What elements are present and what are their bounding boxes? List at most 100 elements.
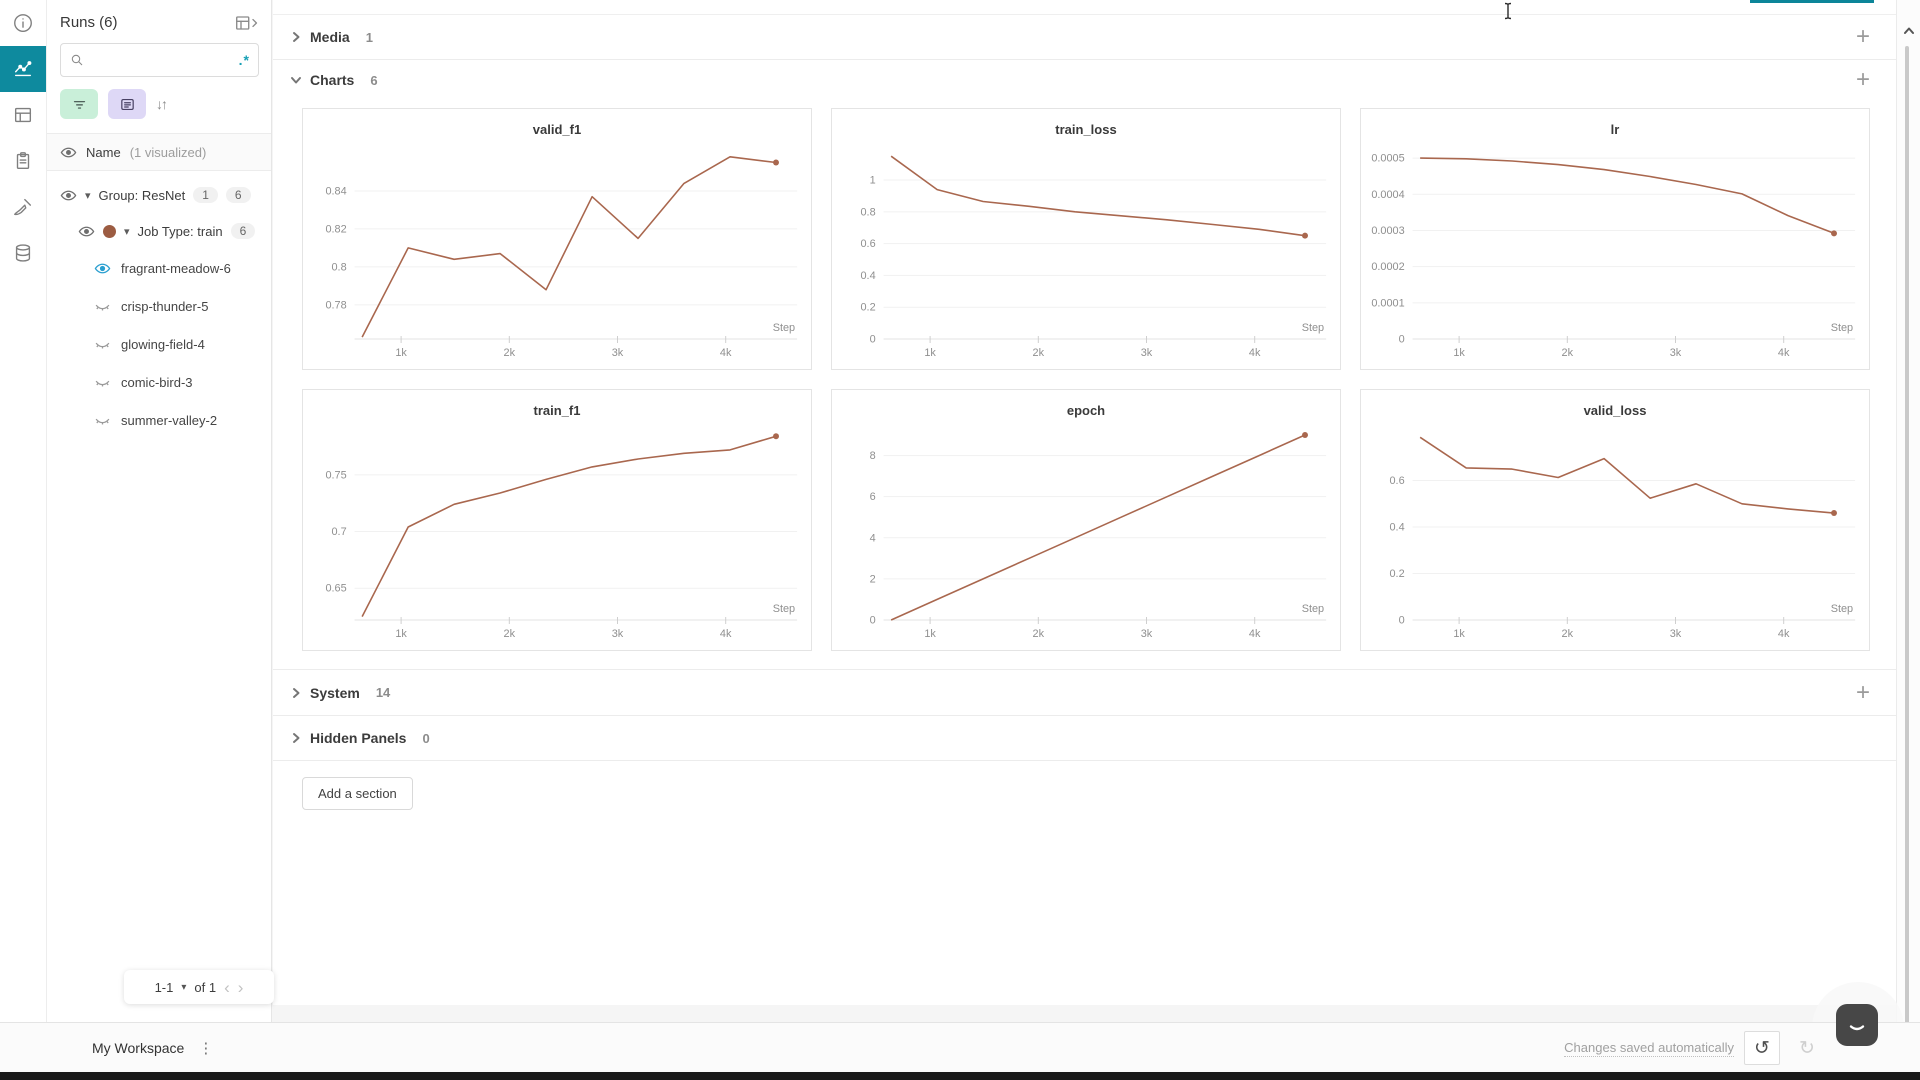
chart-panel[interactable]: valid_f1 0.78 0.8 0.82 0.84 1k 2k 3k 4k Step bbox=[302, 108, 812, 370]
chart-panel[interactable]: valid_loss 0 0.2 0.4 0.6 1k 2k 3k 4k Step bbox=[1360, 389, 1870, 651]
svg-text:1k: 1k bbox=[395, 628, 407, 640]
chart-plot[interactable]: 0 2 4 6 8 1k 2k 3k 4k Step bbox=[832, 426, 1340, 650]
svg-text:2k: 2k bbox=[1562, 347, 1574, 359]
chevron-right-icon[interactable] bbox=[289, 686, 303, 700]
job-type-row[interactable]: ▾ Job Type: train 6 bbox=[46, 213, 271, 249]
info-icon[interactable] bbox=[0, 0, 46, 46]
add-section-button[interactable]: Add a section bbox=[302, 777, 413, 810]
workspace-menu-kebab-icon[interactable]: ⋮ bbox=[198, 1040, 214, 1057]
chart-panel[interactable]: epoch 0 2 4 6 8 1k 2k 3k 4k Step bbox=[831, 389, 1341, 651]
panels-table-icon[interactable] bbox=[0, 92, 46, 138]
scrollbar[interactable] bbox=[1896, 0, 1920, 1072]
run-item[interactable]: glowing-field-4 bbox=[46, 325, 271, 363]
pagination-range[interactable]: 1-1 bbox=[154, 979, 174, 995]
svg-text:4k: 4k bbox=[720, 347, 732, 359]
undo-button[interactable]: ↺ bbox=[1744, 1031, 1780, 1065]
run-hidden-eye-icon[interactable] bbox=[94, 298, 111, 315]
group-button[interactable] bbox=[108, 89, 146, 119]
pagination-prev-icon[interactable]: ‹ bbox=[224, 977, 230, 997]
svg-text:1k: 1k bbox=[395, 347, 407, 359]
sweeps-broom-icon[interactable] bbox=[0, 184, 46, 230]
run-name: glowing-field-4 bbox=[121, 336, 205, 352]
svg-text:0.4: 0.4 bbox=[860, 270, 875, 282]
chat-smile-icon bbox=[1849, 1025, 1865, 1031]
run-hidden-eye-icon[interactable] bbox=[94, 412, 111, 429]
svg-text:0.82: 0.82 bbox=[325, 223, 346, 235]
svg-text:1: 1 bbox=[870, 174, 876, 186]
section-hidden-panels[interactable]: Hidden Panels 0 bbox=[273, 716, 1896, 760]
svg-text:0.0002: 0.0002 bbox=[1371, 261, 1404, 273]
svg-text:0.0001: 0.0001 bbox=[1371, 297, 1404, 309]
run-item[interactable]: summer-valley-2 bbox=[46, 401, 271, 439]
chart-plot[interactable]: 0 0.2 0.4 0.6 1k 2k 3k 4k Step bbox=[1361, 426, 1869, 650]
chevron-right-icon[interactable] bbox=[289, 731, 303, 745]
svg-text:1k: 1k bbox=[924, 628, 936, 640]
chart-plot[interactable]: 0.78 0.8 0.82 0.84 1k 2k 3k 4k Step bbox=[303, 145, 811, 369]
run-hidden-eye-icon[interactable] bbox=[94, 336, 111, 353]
run-item[interactable]: fragrant-meadow-6 bbox=[46, 249, 271, 287]
svg-text:0: 0 bbox=[870, 333, 876, 345]
chart-plot[interactable]: 0.65 0.7 0.75 1k 2k 3k 4k Step bbox=[303, 426, 811, 650]
runs-table-expand-icon[interactable] bbox=[235, 15, 259, 31]
section-system-count: 14 bbox=[375, 685, 391, 700]
pagination-next-icon[interactable]: › bbox=[237, 977, 244, 997]
chart-plot[interactable]: 0 0.2 0.4 0.6 0.8 1 1k 2k 3k 4k Step bbox=[832, 145, 1340, 369]
chat-bubble-button[interactable] bbox=[1836, 1004, 1878, 1046]
svg-text:0.0003: 0.0003 bbox=[1371, 225, 1404, 237]
group-badge-1: 1 bbox=[193, 187, 218, 203]
scroll-up-icon[interactable] bbox=[1902, 24, 1916, 38]
run-name: comic-bird-3 bbox=[121, 374, 193, 390]
add-panel-button[interactable]: + bbox=[1855, 678, 1870, 706]
section-hidden-panels-count: 0 bbox=[422, 730, 430, 746]
section-charts[interactable]: Charts 6 + bbox=[273, 60, 1896, 100]
artifacts-database-icon[interactable] bbox=[0, 230, 46, 276]
chevron-down-icon[interactable] bbox=[289, 73, 303, 87]
section-media[interactable]: Media 1 + bbox=[273, 15, 1896, 59]
chart-panel[interactable]: train_loss 0 0.2 0.4 0.6 0.8 1 1k 2k 3k 4k Step bbox=[831, 108, 1341, 370]
visibility-all-eye-icon[interactable] bbox=[60, 144, 77, 161]
accent-tab-strip bbox=[1750, 0, 1874, 3]
svg-text:8: 8 bbox=[870, 450, 876, 462]
filter-button[interactable] bbox=[60, 89, 98, 119]
group-caret-icon[interactable]: ▾ bbox=[85, 189, 91, 202]
chevron-right-icon[interactable] bbox=[289, 30, 303, 44]
svg-text:2k: 2k bbox=[1033, 347, 1045, 359]
section-system[interactable]: System 14 + bbox=[273, 670, 1896, 715]
svg-text:0.8: 0.8 bbox=[331, 261, 346, 273]
add-panel-button[interactable]: + bbox=[1855, 66, 1870, 93]
section-charts-count: 6 bbox=[370, 72, 378, 88]
workspace-charts-tab-line-chart-icon[interactable] bbox=[0, 46, 46, 92]
job-type-eye-icon[interactable] bbox=[78, 223, 95, 240]
svg-text:3k: 3k bbox=[1141, 628, 1153, 640]
svg-text:0.2: 0.2 bbox=[860, 302, 875, 314]
run-visible-eye-icon[interactable] bbox=[94, 260, 111, 277]
redo-button[interactable]: ↻ bbox=[1799, 1037, 1815, 1059]
run-hidden-eye-icon[interactable] bbox=[94, 374, 111, 391]
runs-pagination[interactable]: 1-1 ▾ of 1 ‹ › bbox=[124, 970, 274, 1004]
chart-plot[interactable]: 0 0.0001 0.0002 0.0003 0.0004 0.0005 1k 2k 3k 4k S… bbox=[1361, 145, 1869, 369]
workspace-name[interactable]: My Workspace bbox=[92, 1040, 185, 1056]
chart-panel[interactable]: lr 0 0.0001 0.0002 0.0003 0.0004 0.0005 1k 2k 3k… bbox=[1360, 108, 1870, 370]
job-type-caret-icon[interactable]: ▾ bbox=[124, 225, 130, 238]
svg-text:6: 6 bbox=[870, 491, 876, 503]
chart-panel[interactable]: train_f1 0.65 0.7 0.75 1k 2k 3k 4k Step bbox=[302, 389, 812, 651]
svg-text:2k: 2k bbox=[504, 347, 516, 359]
chart-title: train_loss bbox=[1055, 122, 1117, 137]
svg-text:4k: 4k bbox=[1249, 347, 1261, 359]
content-gap bbox=[273, 1005, 1896, 1022]
reports-clipboard-icon[interactable] bbox=[0, 138, 46, 184]
svg-text:4: 4 bbox=[870, 532, 876, 544]
scrollbar-thumb[interactable] bbox=[1905, 46, 1909, 1046]
run-item[interactable]: comic-bird-3 bbox=[46, 363, 271, 401]
group-row[interactable]: ▾ Group: ResNet 1 6 bbox=[46, 177, 271, 213]
regex-toggle-icon[interactable]: .* bbox=[238, 52, 250, 68]
run-item[interactable]: crisp-thunder-5 bbox=[46, 287, 271, 325]
pagination-caret-icon[interactable]: ▾ bbox=[181, 981, 187, 993]
runs-header-row[interactable]: Name (1 visualized) bbox=[46, 133, 271, 171]
run-search-input[interactable]: .* bbox=[60, 43, 259, 77]
svg-text:4k: 4k bbox=[1778, 628, 1790, 640]
sort-icon[interactable]: ↓↑ bbox=[156, 96, 168, 112]
add-panel-button[interactable]: + bbox=[1855, 23, 1870, 50]
group-eye-icon[interactable] bbox=[60, 187, 77, 204]
section-hidden-panels-label: Hidden Panels bbox=[310, 730, 407, 746]
